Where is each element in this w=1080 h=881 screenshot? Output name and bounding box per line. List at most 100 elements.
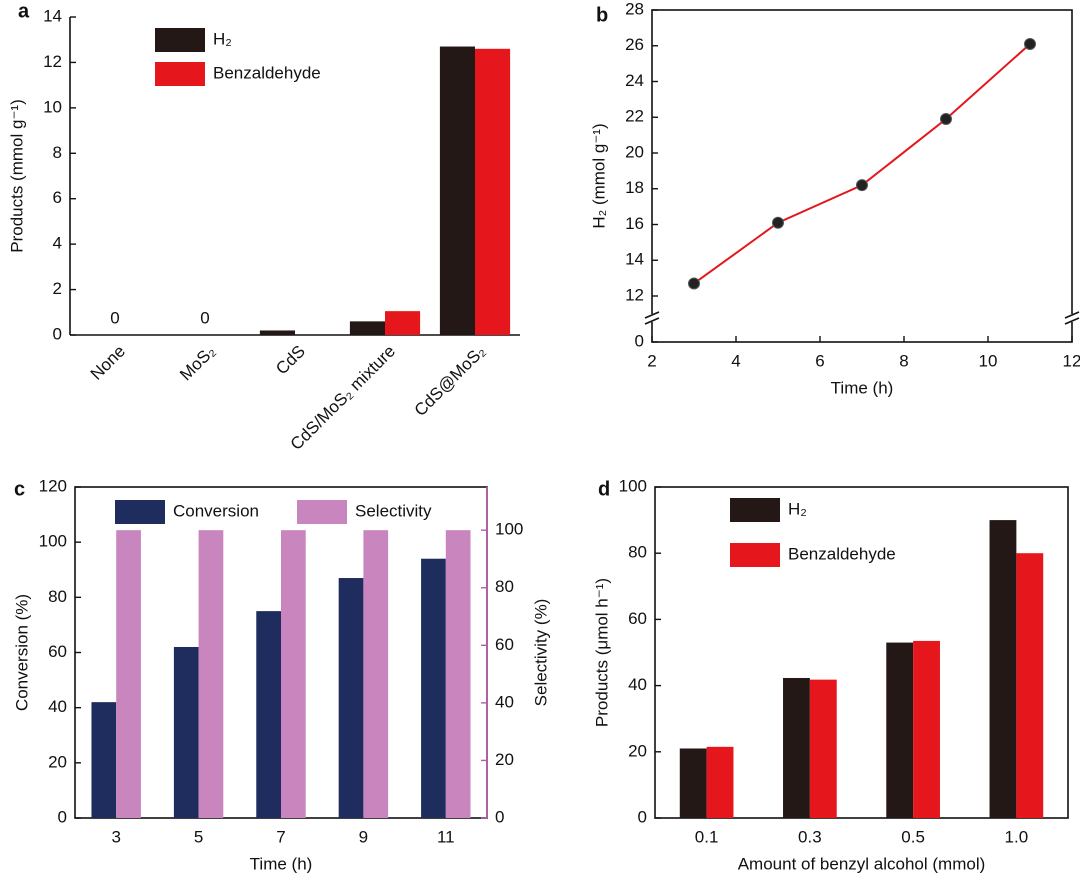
y2-tick-label: 40 <box>495 692 514 711</box>
y-tick-label: 0 <box>58 807 67 826</box>
y-tick-label: 26 <box>625 35 644 54</box>
legend-swatch <box>115 500 165 524</box>
marker <box>940 113 952 126</box>
x-tick-label: 4 <box>731 351 740 370</box>
plot-frame <box>654 486 1069 819</box>
y-tick-label: 24 <box>625 71 644 90</box>
y-axis-title: Products (mmol g⁻¹) <box>7 99 26 253</box>
y-tick-label: 12 <box>625 285 644 304</box>
bar <box>1016 553 1044 818</box>
x-axis-title: Amount of benzyl alcohol (mmol) <box>738 854 986 873</box>
y-axis-title: H₂ (mmol g⁻¹) <box>589 123 608 228</box>
y-tick-label: 2 <box>53 279 62 298</box>
y2-axis-title: Selectivity (%) <box>531 599 550 707</box>
x-tick-label: 3 <box>111 827 120 846</box>
bar <box>338 578 364 818</box>
x-axis-title: Time (h) <box>250 854 313 873</box>
x-tick-label: 5 <box>194 827 203 846</box>
marker <box>856 179 868 192</box>
bar <box>989 520 1017 818</box>
bar <box>421 558 446 818</box>
y-tick-label: 100 <box>619 476 647 495</box>
y-tick-label: 20 <box>48 752 67 771</box>
panel-label: a <box>18 0 30 22</box>
x-tick-label: 9 <box>359 827 368 846</box>
legend-swatch <box>297 500 347 524</box>
y-tick-label: 12 <box>43 52 62 71</box>
legend-label: Selectivity <box>355 501 432 520</box>
y-tick-label: 22 <box>625 107 644 126</box>
y2-tick-label: 80 <box>495 577 514 596</box>
y2-tick-label: 100 <box>495 520 523 539</box>
axis-break-mark <box>644 317 660 325</box>
panel-label: b <box>596 4 608 26</box>
bar <box>198 530 224 818</box>
y-tick-label: 80 <box>628 543 647 562</box>
y-tick-label: 6 <box>53 188 62 207</box>
x-tick-label: 6 <box>815 351 824 370</box>
y-tick-label: 60 <box>48 642 67 661</box>
legend-label: H₂ <box>788 499 807 518</box>
legend-swatch <box>730 498 780 522</box>
bar <box>475 48 511 336</box>
y-axis-title: Conversion (%) <box>12 594 31 711</box>
y-tick-label: 120 <box>39 476 67 495</box>
y-tick-label: 10 <box>43 97 62 116</box>
bar <box>439 46 475 336</box>
y-tick-label: 0 <box>638 807 647 826</box>
x-tick-label: 11 <box>437 827 455 846</box>
y-tick-label: 0 <box>635 331 644 350</box>
y2-tick-label: 60 <box>495 635 514 654</box>
x-tick-label: 1.0 <box>1005 827 1029 846</box>
bar <box>706 746 734 818</box>
bar <box>783 677 810 818</box>
axis-break-mark <box>1064 311 1080 319</box>
axis-break-mark <box>1064 317 1080 325</box>
marker <box>688 277 700 290</box>
bar <box>679 748 707 818</box>
x-tick-label: 8 <box>899 351 908 370</box>
y-tick-label: 14 <box>625 250 644 269</box>
y-tick-label: 100 <box>39 532 67 551</box>
bar <box>281 530 306 818</box>
bar <box>913 640 940 818</box>
y-tick-label: 16 <box>625 214 644 233</box>
y-tick-label: 40 <box>48 697 67 716</box>
legend-label: Benzaldehyde <box>213 63 321 82</box>
bar <box>259 330 295 335</box>
y2-tick-label: 20 <box>495 750 514 769</box>
y-tick-label: 40 <box>628 675 647 694</box>
x-tick-label: 10 <box>979 351 998 370</box>
legend-swatch <box>730 543 780 567</box>
y-tick-label: 80 <box>48 587 67 606</box>
y-tick-label: 20 <box>625 142 644 161</box>
x-tick-label: 0.5 <box>901 827 925 846</box>
y-axis-title: Products (μmol h⁻¹) <box>592 578 611 727</box>
legend-swatch <box>155 62 205 86</box>
axis-break-gap <box>644 314 660 322</box>
x-tick-label: 12 <box>1063 351 1080 370</box>
panel-label: d <box>598 478 610 500</box>
axis-break-gap <box>1064 314 1080 322</box>
bar <box>445 530 471 818</box>
y-tick-label: 28 <box>625 0 644 18</box>
bar <box>91 702 117 818</box>
legend-label: Conversion <box>173 501 259 520</box>
y-tick-label: 14 <box>43 6 62 25</box>
marker <box>772 216 784 229</box>
panel-label: c <box>14 478 25 500</box>
plot-frame <box>651 9 1073 343</box>
legend-label: Benzaldehyde <box>788 544 896 563</box>
value-label: 0 <box>110 308 119 327</box>
axis-break-mark <box>644 311 660 319</box>
bar <box>886 642 914 818</box>
y-tick-label: 8 <box>53 143 62 162</box>
y-tick-label: 20 <box>628 741 647 760</box>
legend-label: H₂ <box>213 29 232 48</box>
y-tick-label: 60 <box>628 609 647 628</box>
y-tick-label: 4 <box>53 234 62 253</box>
bar <box>385 311 421 335</box>
x-tick-label: 0.3 <box>798 827 822 846</box>
x-tick-label: 7 <box>276 827 285 846</box>
value-label: 0 <box>200 308 209 327</box>
